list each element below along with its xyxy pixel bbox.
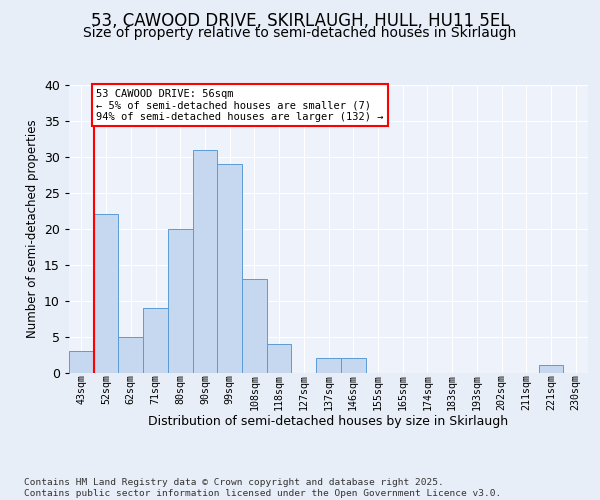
Bar [242, 279, 267, 372]
Bar [539, 366, 563, 372]
Text: 53 CAWOOD DRIVE: 56sqm
← 5% of semi-detached houses are smaller (7)
94% of semi-: 53 CAWOOD DRIVE: 56sqm ← 5% of semi-deta… [96, 88, 383, 122]
Bar [94, 214, 118, 372]
Text: Contains HM Land Registry data © Crown copyright and database right 2025.
Contai: Contains HM Land Registry data © Crown c… [24, 478, 501, 498]
Bar [118, 336, 143, 372]
X-axis label: Distribution of semi-detached houses by size in Skirlaugh: Distribution of semi-detached houses by … [148, 416, 509, 428]
Bar [217, 164, 242, 372]
Text: 53, CAWOOD DRIVE, SKIRLAUGH, HULL, HU11 5EL: 53, CAWOOD DRIVE, SKIRLAUGH, HULL, HU11 … [91, 12, 509, 30]
Bar [143, 308, 168, 372]
Bar [267, 344, 292, 372]
Bar [316, 358, 341, 372]
Bar [193, 150, 217, 372]
Text: Size of property relative to semi-detached houses in Skirlaugh: Size of property relative to semi-detach… [83, 26, 517, 40]
Bar [341, 358, 365, 372]
Bar [168, 229, 193, 372]
Y-axis label: Number of semi-detached properties: Number of semi-detached properties [26, 120, 38, 338]
Bar [69, 351, 94, 372]
